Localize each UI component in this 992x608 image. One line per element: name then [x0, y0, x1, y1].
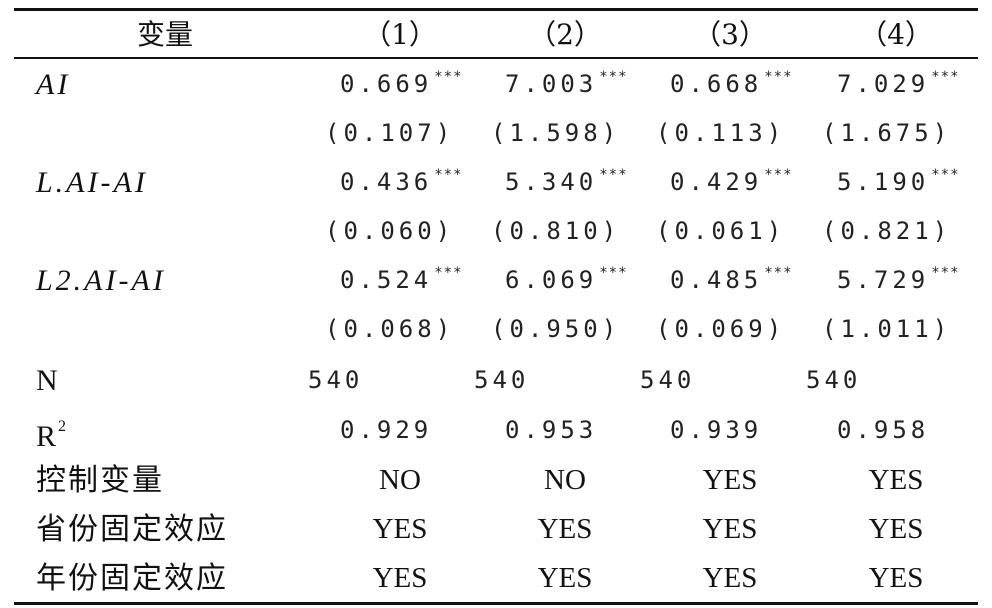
- coef-value: 6.069 ***: [505, 265, 628, 294]
- coef-value: 0.429 ***: [670, 167, 793, 196]
- std-error: (0.068): [325, 315, 455, 343]
- indicator-value: YES: [868, 562, 924, 594]
- coef-value: 0.524 ***: [340, 265, 463, 294]
- header-col-3: （3）: [693, 18, 767, 51]
- table-row-controls: 控制变量 NO NO YES YES: [0, 456, 992, 505]
- indicator-value: YES: [372, 513, 428, 545]
- indicator-value: YES: [537, 513, 593, 545]
- table-row: AI 0.669 *** 7.003 *** 0.668 *** 7.029 ***: [0, 60, 992, 109]
- table-row: L2.AI-AI 0.524 *** 6.069 *** 0.485 *** 5.72…: [0, 256, 992, 305]
- coef-value: 0.485 ***: [670, 265, 793, 294]
- indicator-value: YES: [372, 562, 428, 594]
- indicator-value: YES: [868, 513, 924, 545]
- n-value: 540: [806, 366, 862, 394]
- std-error: (0.821): [822, 217, 952, 245]
- row-label: 省份固定效应: [36, 512, 228, 547]
- table-row-province-fe: 省份固定效应 YES YES YES YES: [0, 505, 992, 554]
- std-error: (0.069): [656, 315, 786, 343]
- table-header-row: 变量 （1） （2） （3） （4）: [0, 10, 992, 59]
- std-error: (1.675): [822, 119, 952, 147]
- table-row: (0.068) (0.950) (0.069) (1.011): [0, 305, 992, 354]
- row-label: N: [36, 364, 60, 397]
- coef-value: 5.729 ***: [837, 265, 960, 294]
- row-label: 控制变量: [36, 463, 164, 498]
- bottom-rule: [14, 602, 978, 605]
- table-row-r2: R2 0.929 0.953 0.939 0.958: [0, 406, 992, 455]
- coef-value: 0.669 ***: [340, 69, 463, 98]
- std-error: (0.113): [656, 119, 786, 147]
- table-row: (0.060) (0.810) (0.061) (0.821): [0, 207, 992, 256]
- top-rule: [14, 8, 978, 11]
- row-label: 年份固定效应: [36, 561, 228, 596]
- std-error: (0.061): [656, 217, 786, 245]
- std-error: (0.060): [325, 217, 455, 245]
- header-col-2: （2）: [528, 18, 602, 51]
- row-label: R2: [36, 418, 69, 453]
- std-error: (0.950): [491, 315, 621, 343]
- indicator-value: YES: [702, 464, 758, 496]
- r2-value: 0.958: [837, 416, 930, 444]
- header-col-1: （1）: [363, 18, 437, 51]
- header-col-4: （4）: [859, 18, 933, 51]
- indicator-value: YES: [702, 562, 758, 594]
- std-error: (1.011): [822, 315, 952, 343]
- indicator-value: NO: [544, 464, 586, 496]
- coef-value: 0.436 ***: [340, 167, 463, 196]
- table-row: (0.107) (1.598) (0.113) (1.675): [0, 109, 992, 158]
- indicator-value: NO: [379, 464, 421, 496]
- coef-value: 5.340 ***: [505, 167, 628, 196]
- coef-value: 7.029 ***: [837, 69, 960, 98]
- table-row-n: N 540 540 540 540: [0, 356, 992, 405]
- n-value: 540: [308, 366, 364, 394]
- r2-value: 0.939: [670, 416, 763, 444]
- r2-value: 0.929: [340, 416, 433, 444]
- coef-value: 7.003 ***: [505, 69, 628, 98]
- indicator-value: YES: [868, 464, 924, 496]
- r2-value: 0.953: [505, 416, 598, 444]
- coef-value: 5.190 ***: [837, 167, 960, 196]
- n-value: 540: [474, 366, 530, 394]
- indicator-value: YES: [537, 562, 593, 594]
- table-row-year-fe: 年份固定效应 YES YES YES YES: [0, 554, 992, 603]
- row-label: L2.AI-AI: [36, 264, 166, 297]
- row-label: L.AI-AI: [36, 166, 148, 199]
- coef-value: 0.668 ***: [670, 69, 793, 98]
- row-label: AI: [36, 68, 71, 101]
- std-error: (0.107): [325, 119, 455, 147]
- std-error: (0.810): [491, 217, 621, 245]
- indicator-value: YES: [702, 513, 758, 545]
- std-error: (1.598): [491, 119, 621, 147]
- table-row: L.AI-AI 0.436 *** 5.340 *** 0.429 *** 5.190…: [0, 158, 992, 207]
- header-variable: 变量: [136, 18, 193, 51]
- n-value: 540: [640, 366, 696, 394]
- header-rule: [14, 57, 978, 59]
